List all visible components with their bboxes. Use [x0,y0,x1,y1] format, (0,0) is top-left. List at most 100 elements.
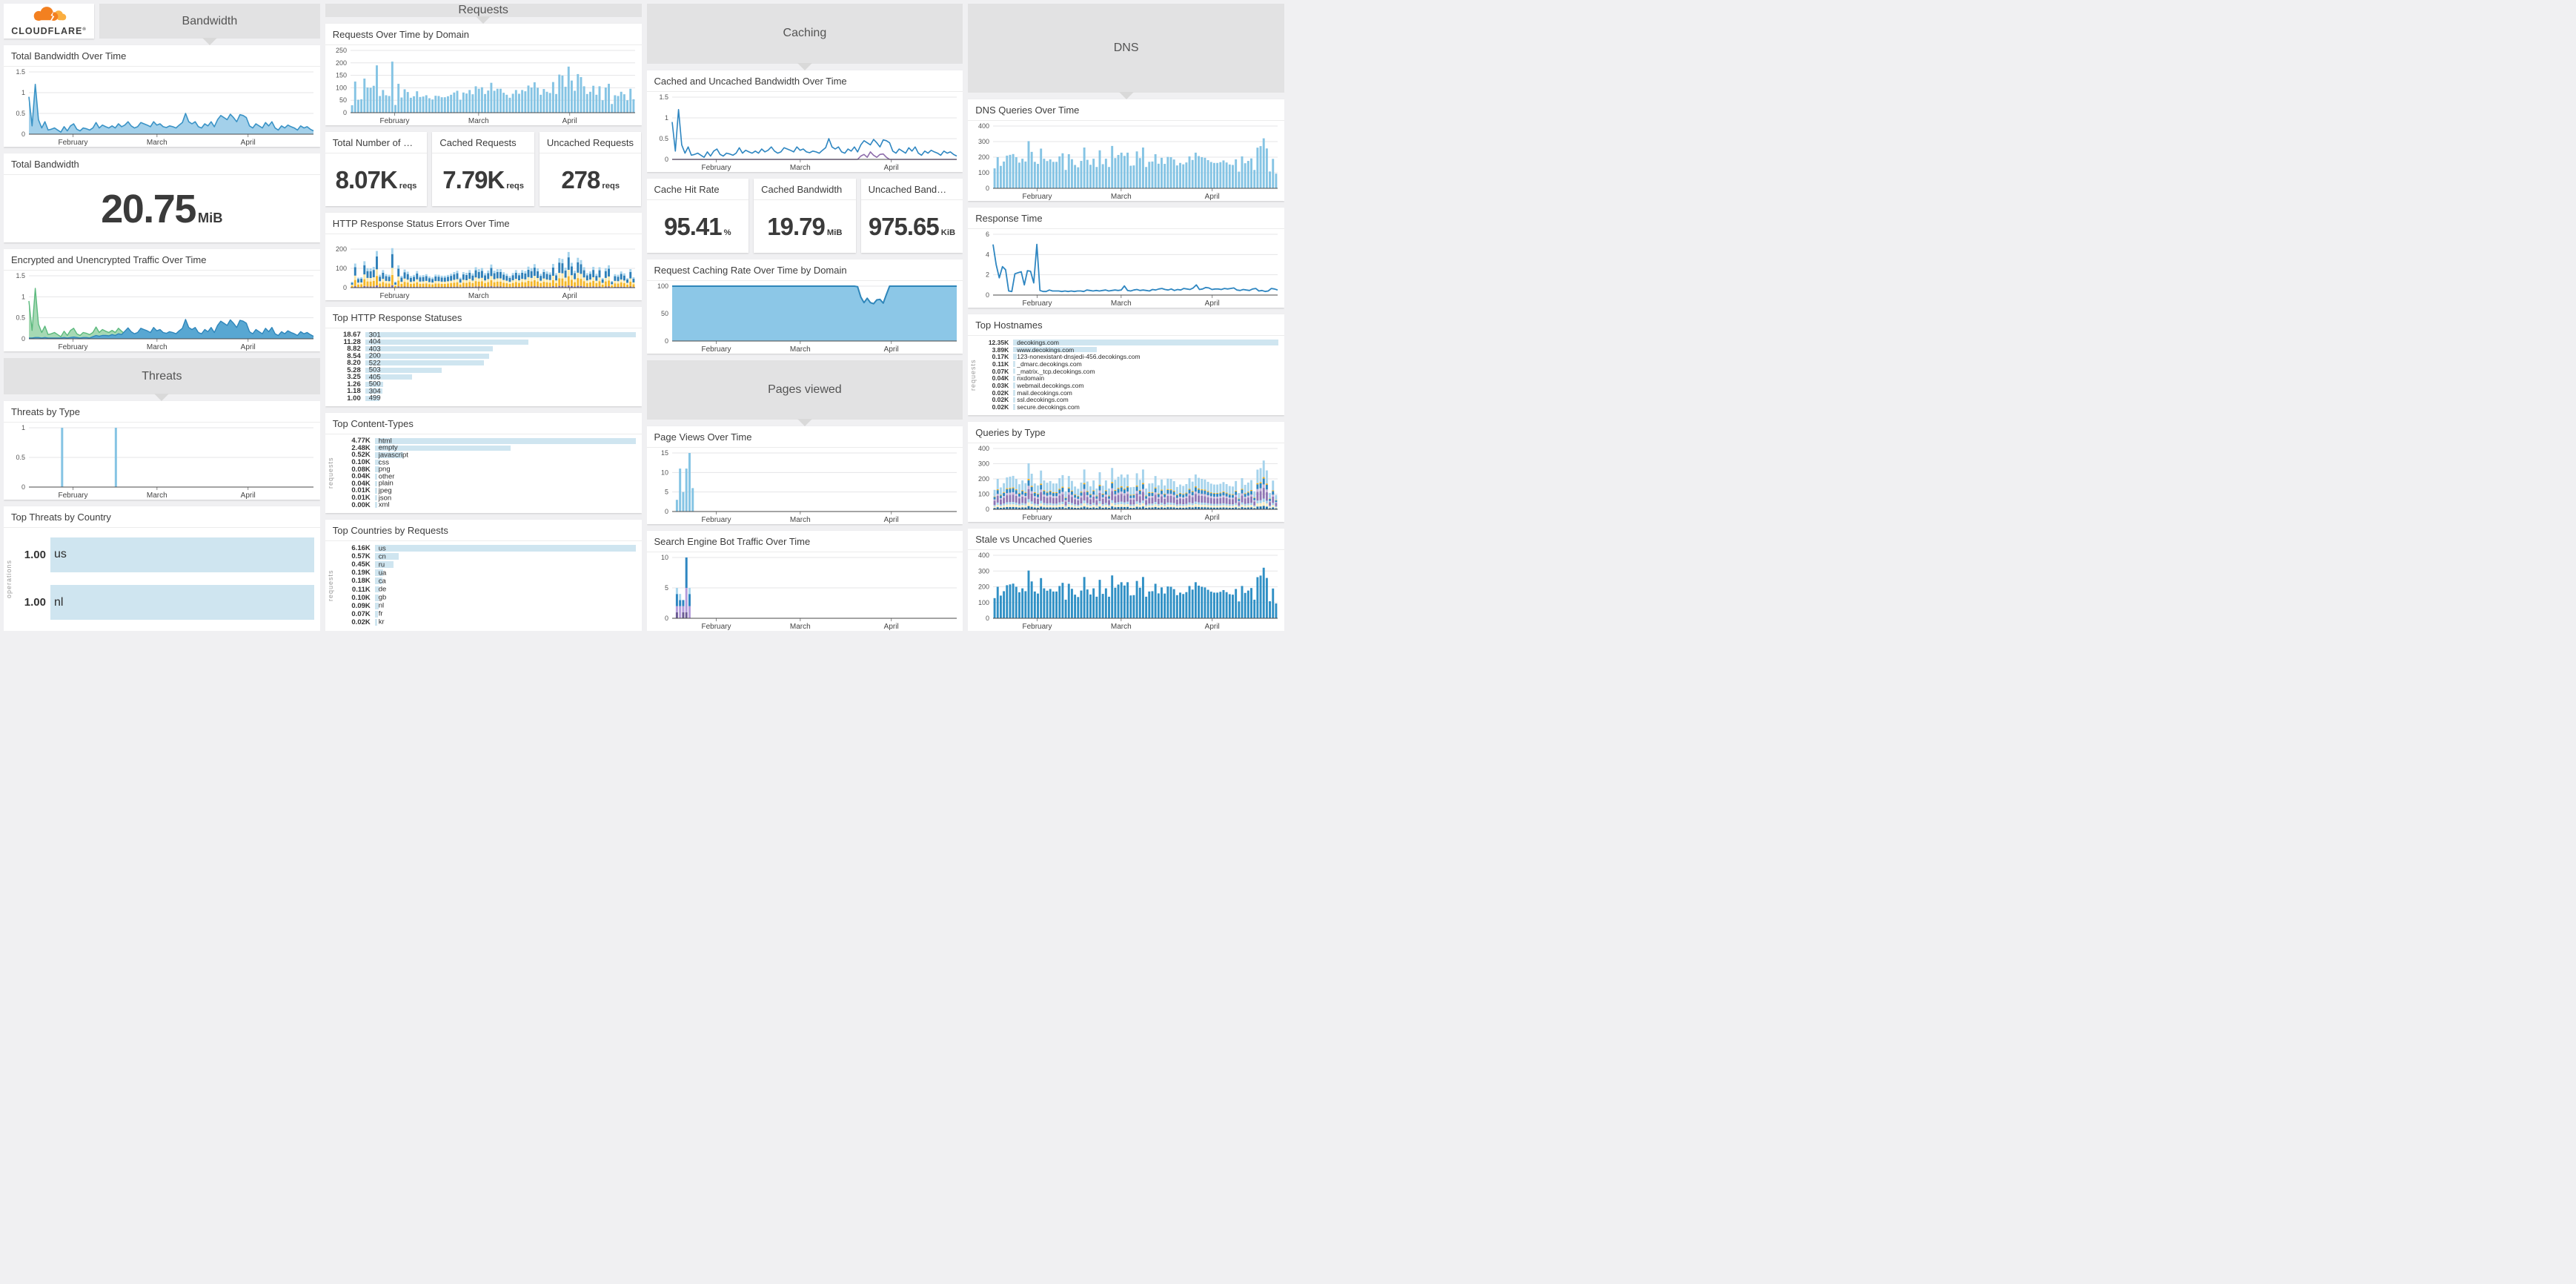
top-threats-by-country-chart[interactable]: operations 1.00 us 1.00 nl [4,528,320,631]
top-countries-chart[interactable]: requests 6.16K us 0.57K cn 0.45K ru 0.19K ua 0.18… [325,541,642,631]
hbar-row[interactable]: 0.02K ssl.decokings.com [979,396,1278,403]
svg-text:200: 200 [978,583,989,591]
requests-over-time-chart[interactable]: 0 50 100 150 200 250 February March April [325,45,642,125]
hbar-row[interactable]: 0.07K fr [336,610,636,618]
http-errors-chart[interactable]: 0 100 200 February March April [325,234,642,300]
search-engine-bot-chart[interactable]: 0 5 10 February March April [647,552,963,631]
stat-unit: reqs [602,182,620,191]
card-top-countries: Top Countries by Requests requests 6.16K u… [325,520,642,631]
card-title: Top Content-Types [325,413,642,434]
hbar-label: 200 [368,351,381,360]
cached-uncached-bandwidth-chart[interactable]: 0 0.5 1 1.5 February March April [647,92,963,172]
hbar-label: 301 [368,331,381,340]
hbar-row[interactable]: 12.35K decokings.com [979,339,1278,346]
svg-text:5: 5 [664,489,668,496]
response-time-chart[interactable]: 0 2 4 6 February March April [968,229,1284,308]
hbar-row[interactable]: 0.03K webmail.decokings.com [979,382,1278,389]
hbar-row[interactable]: 0.04K nxdomain [979,374,1278,382]
hbar-row[interactable]: 0.10K gb [336,594,636,602]
threats-by-type-chart[interactable]: 0 0.5 1 February March April [4,423,320,500]
svg-text:February: February [379,292,409,300]
svg-text:March: March [789,164,810,172]
hbar-row[interactable]: 5.28 503 [327,365,636,374]
svg-text:400: 400 [978,445,989,452]
hbar-row[interactable]: 0.19K ua [336,569,636,577]
hbar-row[interactable]: 0.18K ca [336,577,636,585]
card-title: Uncached Requests [539,132,642,153]
section-header-threats: Threats [4,358,320,401]
svg-text:March: March [1111,300,1132,308]
hbar-value: 0.04K [351,479,371,488]
hbar-row[interactable]: 0.11K _dmarc.decokings.com [979,360,1278,368]
hbar-row[interactable]: 0.45K ru [336,560,636,569]
svg-text:February: February [1023,193,1052,201]
hbar-row[interactable]: 0.17K 123-nonexistant-dnsjedi-456.decokin… [979,353,1278,360]
hbar-row[interactable]: 0.02K kr [336,618,636,626]
svg-text:April: April [883,516,898,524]
svg-text:15: 15 [660,449,668,457]
hbar-row[interactable]: 11.28 404 [327,338,636,346]
total-bandwidth-over-time-chart[interactable]: 0 0.5 1 1.5 February March April [4,67,320,147]
hbar-row[interactable]: 3.25 405 [327,373,636,381]
stale-uncached-queries-chart[interactable]: 0 100 200 300 400 February March April [968,550,1284,631]
hbar-row[interactable]: 0.57K cn [336,552,636,560]
svg-text:200: 200 [336,245,347,253]
hbar-row[interactable]: 2.48K empty [336,444,636,452]
hbar-row[interactable]: 1.18 304 [327,387,636,395]
top-hostnames-chart[interactable]: requests 12.35K decokings.com 3.89K www.deco… [968,336,1284,415]
hbar-row[interactable]: 8.82 403 [327,345,636,353]
svg-text:April: April [1205,514,1220,522]
hbar-row[interactable]: 0.11K de [336,585,636,594]
hbar-row[interactable]: 3.89K www.decokings.com [979,346,1278,354]
dns-queries-chart[interactable]: 0 100 200 300 400 February March April [968,121,1284,201]
hbar-row[interactable]: 1.00 499 [327,394,636,403]
queries-by-type-chart[interactable]: 0 100 200 300 400 February March April [968,443,1284,522]
svg-text:50: 50 [660,310,668,317]
svg-text:March: March [147,343,167,351]
hbar-row[interactable]: 0.02K secure.decokings.com [979,403,1278,411]
hbar-row[interactable]: 0.09K nl [336,602,636,610]
svg-text:0.5: 0.5 [16,110,25,117]
hbar-fill [1013,361,1016,367]
svg-text:April: April [241,139,256,147]
hbar-row[interactable]: 0.07K _matrix._tcp.decokings.com [979,368,1278,375]
hbar-row[interactable]: 0.04K other [336,472,636,480]
hbar-row[interactable]: 0.08K png [336,466,636,474]
hbar-row[interactable]: 0.00K xml [336,501,636,509]
hbar-row[interactable]: 1.26 500 [327,380,636,388]
hbar-row[interactable]: 0.01K jpeg [336,486,636,494]
svg-text:2: 2 [986,271,989,279]
card-page-views: Page Views Over Time 0 5 10 15 February March… [646,426,963,524]
svg-text:300: 300 [978,460,989,468]
hbar-row[interactable]: 0.10K css [336,458,636,466]
top-http-statuses-chart[interactable]: 18.67 301 11.28 404 8.82 403 8.54 200 8.20 522 5.2… [325,328,642,406]
hbar-row[interactable]: 8.54 200 [327,351,636,360]
card-title: Threats by Type [4,401,320,423]
hbar-row[interactable]: 1.00 us [15,531,314,579]
hbar-row[interactable]: 4.77K html [336,437,636,445]
hbar-row[interactable]: 0.02K mail.decokings.com [979,389,1278,397]
hbar-row[interactable]: 0.52K javascript [336,451,636,459]
header-pointer-icon [476,16,491,24]
svg-text:March: March [1111,193,1132,201]
hbar-value: 5.28 [347,365,361,374]
hbar-value: 0.10K [351,593,371,602]
hbar-row[interactable]: 0.04K plain [336,480,636,488]
stat-value-wrap: 8.07K reqs [325,153,428,206]
hbar-row[interactable]: 0.01K json [336,494,636,502]
card-title: Total Bandwidth [4,153,320,175]
hbar-row[interactable]: 8.20 522 [327,359,636,367]
top-content-types-chart[interactable]: requests 4.77K html 2.48K empty 0.52K javascri… [325,434,642,513]
svg-text:April: April [883,164,898,172]
encrypted-unencrypted-chart[interactable]: 0 0.5 1 1.5 February March April [4,271,320,351]
card-total-bandwidth-stat: Total Bandwidth 20.75 MiB [4,153,320,242]
hbar-row[interactable]: 6.16K us [336,544,636,552]
hbar-row[interactable]: 18.67 301 [327,331,636,339]
request-caching-rate-chart[interactable]: 0 50 100 February March April [647,281,963,354]
hbar-row[interactable]: 1.00 nl [15,579,314,627]
svg-text:100: 100 [978,491,989,498]
svg-text:0: 0 [986,615,989,622]
svg-text:February: February [1023,514,1052,522]
hbar-label: html [378,437,392,446]
page-views-chart[interactable]: 0 5 10 15 February March April [647,448,963,524]
